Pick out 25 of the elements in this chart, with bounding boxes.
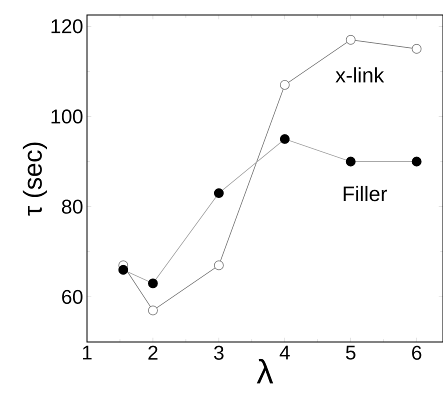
- y-tick-label: 80: [62, 200, 82, 214]
- point: [214, 260, 224, 270]
- x-tick-label: 2: [148, 346, 158, 360]
- x-axis-title: λ: [256, 358, 274, 384]
- series-label: Filler: [344, 186, 388, 202]
- series-label: x-link: [336, 67, 384, 82]
- x-tick-label: 3: [214, 346, 224, 360]
- x-tick-label: 6: [412, 346, 422, 360]
- y-tick-label: 60: [62, 290, 82, 304]
- point: [346, 34, 356, 45]
- point: [412, 44, 422, 54]
- x-tick-label: 5: [346, 346, 356, 360]
- x-tick-label: 1: [82, 346, 92, 360]
- point: [214, 188, 224, 198]
- point: [148, 278, 158, 288]
- point: [280, 80, 290, 90]
- point: [148, 306, 158, 316]
- point: [412, 156, 422, 166]
- y-tick-label: 100: [52, 109, 82, 124]
- point: [280, 134, 290, 144]
- point: [118, 264, 128, 275]
- x-tick-label: 4: [280, 346, 290, 360]
- y-tick-label: 120: [52, 19, 82, 34]
- y-axis-title: τ (sec): [22, 142, 47, 216]
- point: [346, 156, 356, 166]
